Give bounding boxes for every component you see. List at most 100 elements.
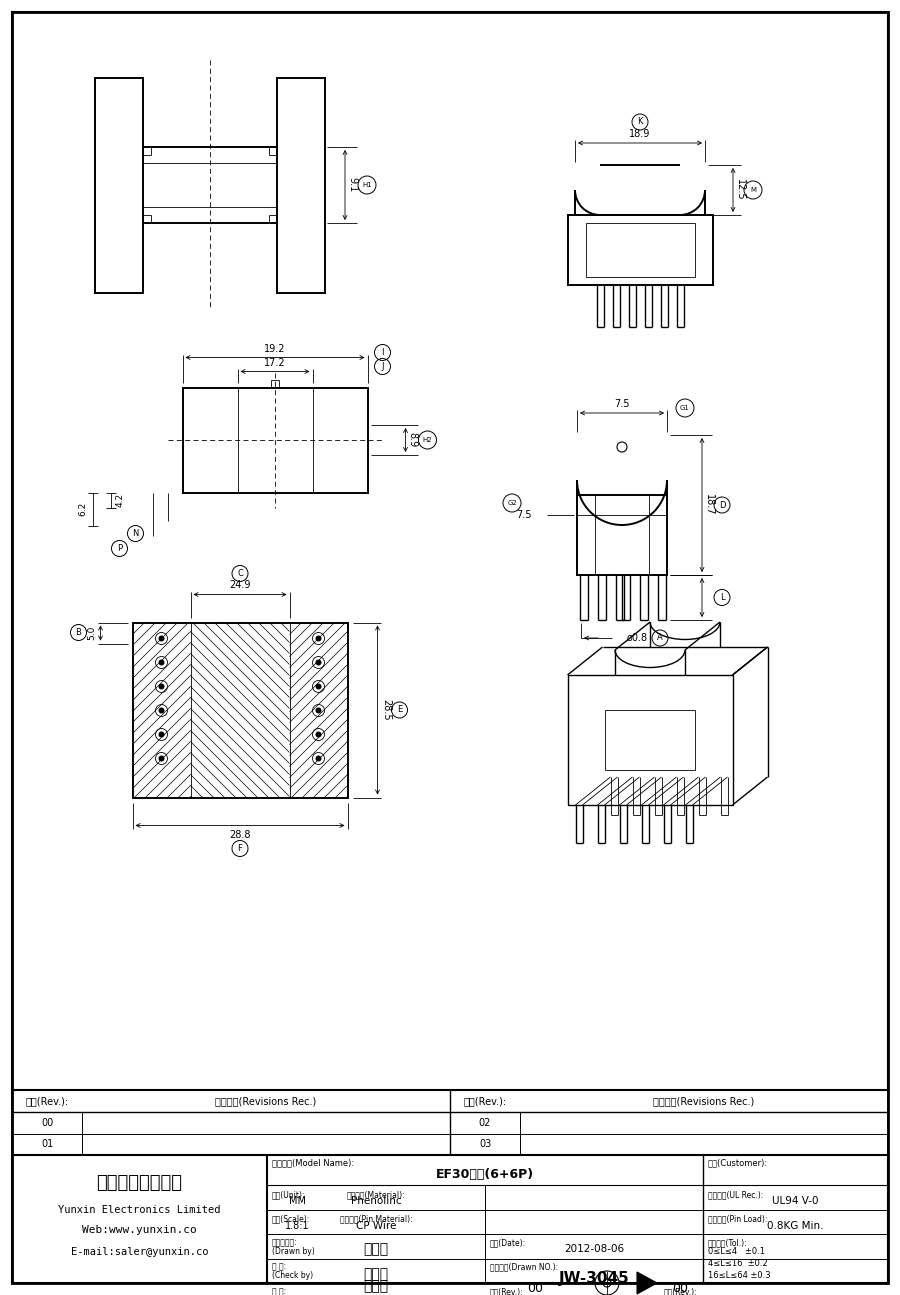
Text: 28.8: 28.8: [230, 830, 251, 840]
Text: D: D: [719, 500, 725, 509]
Text: E: E: [397, 706, 402, 715]
Text: 针脚材质(Pin Material):: 针脚材质(Pin Material):: [339, 1215, 412, 1224]
Text: 00: 00: [672, 1282, 688, 1295]
Circle shape: [158, 636, 165, 641]
Text: 6.2: 6.2: [78, 501, 87, 515]
Text: 00: 00: [40, 1118, 53, 1128]
Text: 规格描述(Model Name):: 规格描述(Model Name):: [272, 1159, 354, 1168]
Text: 本体材质(Material):: 本体材质(Material):: [346, 1190, 405, 1199]
Text: P: P: [117, 544, 122, 553]
Text: 0≤L≤4   ±0.1: 0≤L≤4 ±0.1: [708, 1247, 765, 1256]
Text: F: F: [238, 844, 242, 853]
Text: H1: H1: [362, 183, 372, 188]
Text: A: A: [657, 633, 663, 642]
Text: K: K: [637, 118, 643, 127]
Text: 0.8KG Min.: 0.8KG Min.: [767, 1221, 824, 1232]
Text: MM: MM: [289, 1197, 305, 1207]
Text: 刘水强: 刘水强: [364, 1242, 389, 1256]
Text: 针脚拉力(Pin Load):: 针脚拉力(Pin Load):: [708, 1215, 768, 1224]
Text: 03: 03: [479, 1140, 491, 1149]
Circle shape: [158, 659, 165, 666]
Text: 修改记录(Revisions Rec.): 修改记录(Revisions Rec.): [215, 1096, 317, 1106]
Text: EF30卧式(6+6P): EF30卧式(6+6P): [436, 1168, 534, 1181]
Text: 版本(Rev.):: 版本(Rev.):: [464, 1096, 507, 1106]
Text: 版本(Rev.):: 版本(Rev.):: [25, 1096, 68, 1106]
Circle shape: [158, 755, 165, 761]
Circle shape: [316, 732, 321, 737]
Text: 24.9: 24.9: [230, 580, 251, 591]
Text: C: C: [237, 569, 243, 578]
Bar: [12, 1155, 888, 1283]
Bar: [95, 78, 143, 293]
Text: 00: 00: [527, 1282, 543, 1295]
Bar: [12, 1090, 888, 1155]
Text: 韦景川: 韦景川: [364, 1267, 389, 1281]
Text: G1: G1: [680, 405, 690, 411]
Text: 28.5: 28.5: [382, 699, 392, 721]
Text: 张生坤: 张生坤: [364, 1279, 389, 1292]
Text: M: M: [750, 186, 756, 193]
Text: 7.5: 7.5: [614, 399, 630, 409]
Text: 8.9: 8.9: [408, 433, 418, 448]
Text: J: J: [382, 363, 383, 370]
Text: 防火等级(UL Rec.):: 防火等级(UL Rec.):: [708, 1190, 763, 1199]
Text: 02: 02: [479, 1118, 491, 1128]
Text: 比例(Scale):: 比例(Scale):: [272, 1215, 310, 1224]
Text: (Check by): (Check by): [272, 1272, 313, 1281]
Text: Web:www.yunxin.co: Web:www.yunxin.co: [82, 1225, 197, 1235]
Text: 工程与设计:: 工程与设计:: [272, 1238, 298, 1247]
Text: 18.7: 18.7: [704, 495, 714, 515]
Text: 16≤L≤64 ±0.3: 16≤L≤64 ±0.3: [708, 1272, 770, 1281]
Bar: [577, 495, 667, 575]
Circle shape: [158, 732, 165, 737]
Text: I: I: [382, 348, 383, 357]
Text: 4.2: 4.2: [116, 493, 125, 508]
Text: 一般公差(Tol.):: 一般公差(Tol.):: [708, 1238, 748, 1247]
Text: 17.2: 17.2: [265, 359, 286, 369]
Text: 核 准:: 核 准:: [272, 1287, 286, 1295]
Text: JW-3045: JW-3045: [559, 1272, 629, 1286]
Circle shape: [316, 707, 321, 714]
Text: L: L: [720, 593, 724, 602]
Text: 校 对:: 校 对:: [272, 1263, 286, 1272]
Bar: [568, 215, 713, 285]
Text: 版本(Rev.):: 版本(Rev.):: [663, 1287, 697, 1295]
Circle shape: [158, 707, 165, 714]
Bar: [586, 223, 695, 277]
Text: CP Wire: CP Wire: [356, 1221, 396, 1232]
Bar: [12, 12, 888, 1090]
Text: 2012-08-06: 2012-08-06: [564, 1244, 624, 1255]
Text: 日期(Date):: 日期(Date):: [490, 1238, 526, 1247]
Circle shape: [316, 755, 321, 761]
Text: 云芊电子有限公司: 云芊电子有限公司: [96, 1175, 183, 1191]
Text: 版本(Rev.):: 版本(Rev.):: [490, 1287, 524, 1295]
Text: 18.9: 18.9: [629, 130, 651, 139]
Text: 01: 01: [40, 1140, 53, 1149]
Circle shape: [158, 684, 165, 689]
Text: E-mail:saler@yunxin.co: E-mail:saler@yunxin.co: [71, 1247, 208, 1257]
Text: B: B: [76, 628, 81, 637]
Text: 1.8:1: 1.8:1: [284, 1221, 310, 1232]
Circle shape: [316, 684, 321, 689]
Text: 客户(Customer):: 客户(Customer):: [708, 1159, 768, 1168]
Text: ø0.8: ø0.8: [627, 633, 648, 644]
Text: (Drawn by): (Drawn by): [272, 1247, 315, 1256]
Text: G2: G2: [507, 500, 517, 506]
Circle shape: [316, 659, 321, 666]
Text: 产品编号(Drawn NO.):: 产品编号(Drawn NO.):: [490, 1263, 558, 1272]
Text: 修改记录(Revisions Rec.): 修改记录(Revisions Rec.): [653, 1096, 754, 1106]
Text: UL94 V-0: UL94 V-0: [772, 1197, 819, 1207]
Circle shape: [316, 636, 321, 641]
Bar: [277, 78, 325, 293]
Polygon shape: [637, 1272, 657, 1294]
Text: H2: H2: [423, 436, 432, 443]
Text: 7.5: 7.5: [517, 510, 532, 521]
Text: 单位(Unit):: 单位(Unit):: [272, 1190, 305, 1199]
Bar: [605, 710, 695, 771]
Text: 4≤L≤16  ±0.2: 4≤L≤16 ±0.2: [708, 1260, 768, 1269]
Text: 19.2: 19.2: [265, 344, 286, 355]
Bar: [183, 387, 367, 492]
Text: Yunxin Electronics Limited: Yunxin Electronics Limited: [58, 1206, 220, 1215]
Bar: [568, 675, 733, 805]
Text: Phenolinc: Phenolinc: [351, 1197, 401, 1207]
